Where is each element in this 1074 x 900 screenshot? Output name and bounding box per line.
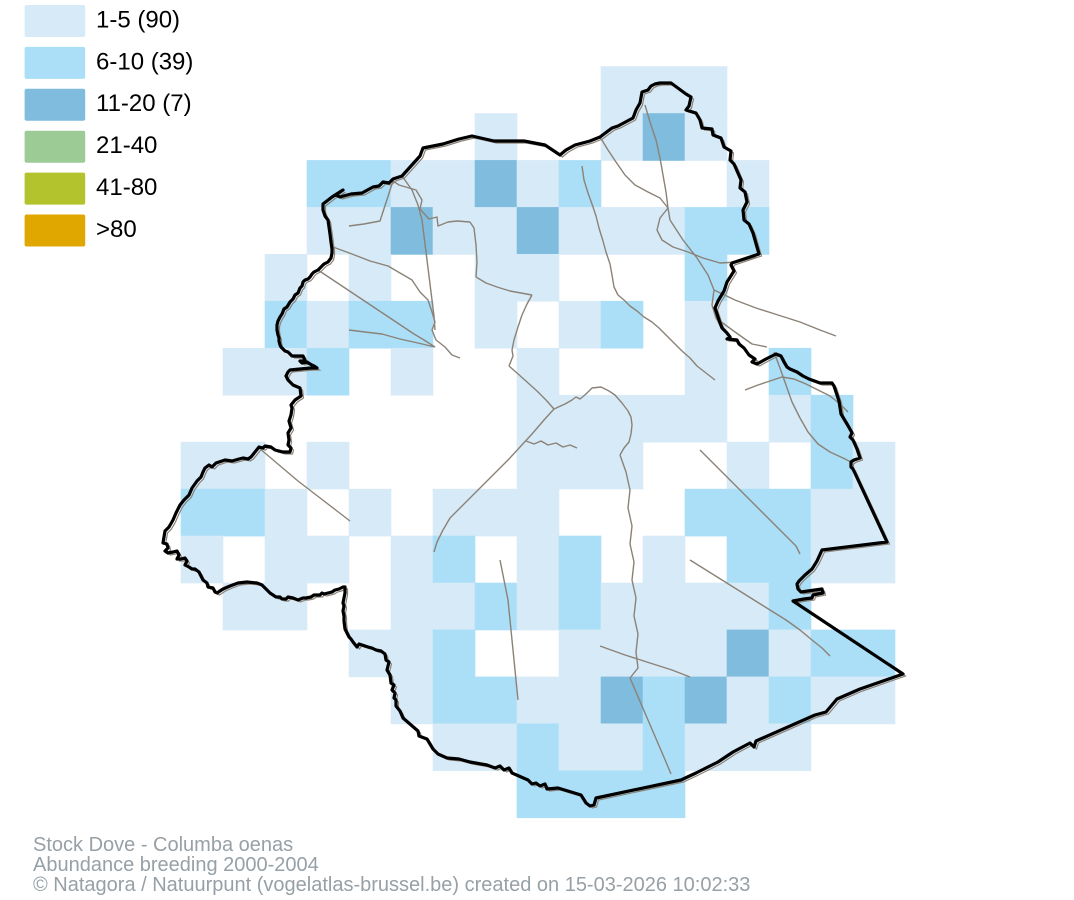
svg-text:11-20 (7): 11-20 (7) xyxy=(96,90,192,117)
svg-text:21-40: 21-40 xyxy=(96,132,157,159)
svg-text:Abundance breeding 2000-2004: Abundance breeding 2000-2004 xyxy=(33,854,319,876)
svg-text:>80: >80 xyxy=(96,216,137,243)
svg-text:41-80: 41-80 xyxy=(96,174,157,201)
svg-text:© Natagora / Natuurpunt (vogel: © Natagora / Natuurpunt (vogelatlas-brus… xyxy=(33,874,750,896)
svg-text:Stock Dove - Columba oenas: Stock Dove - Columba oenas xyxy=(33,834,293,856)
svg-text:6-10 (39): 6-10 (39) xyxy=(96,48,193,75)
svg-text:1-5 (90): 1-5 (90) xyxy=(96,6,180,33)
